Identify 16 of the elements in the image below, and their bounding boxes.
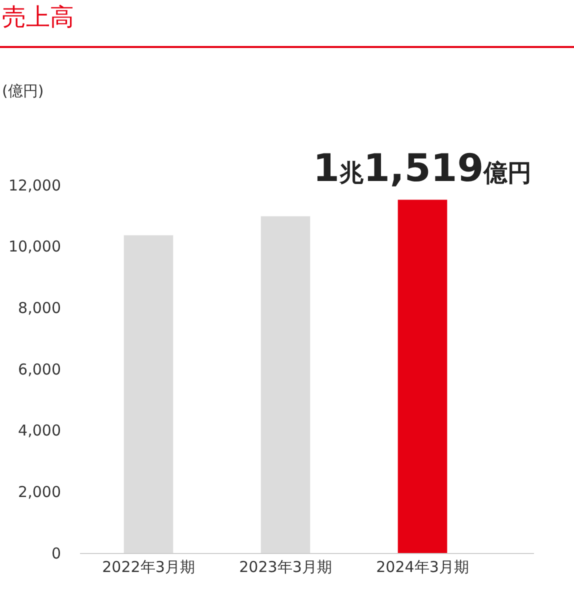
bar bbox=[260, 216, 310, 553]
y-tick-label: 2,000 bbox=[18, 482, 61, 501]
text: (億円) bbox=[2, 82, 44, 100]
bar bbox=[124, 235, 174, 553]
y-tick-label: 4,000 bbox=[18, 422, 61, 440]
x-tick-label: 2023年3月期 bbox=[239, 558, 332, 576]
y-tick-label: 12,000 bbox=[8, 176, 61, 194]
x-tick-label: 2024年3月期 bbox=[376, 558, 469, 576]
bar bbox=[398, 200, 448, 553]
y-tick-label: 10,000 bbox=[8, 238, 61, 256]
annotation: 1兆1,519億円 bbox=[313, 146, 532, 190]
y-tick-label: 0 bbox=[51, 544, 61, 562]
y-tick-label: 8,000 bbox=[18, 298, 61, 317]
chart-title: 売上高 bbox=[0, 0, 574, 48]
y-tick-label: 6,000 bbox=[18, 360, 61, 378]
x-tick-label: 2022年3月期 bbox=[102, 558, 195, 576]
